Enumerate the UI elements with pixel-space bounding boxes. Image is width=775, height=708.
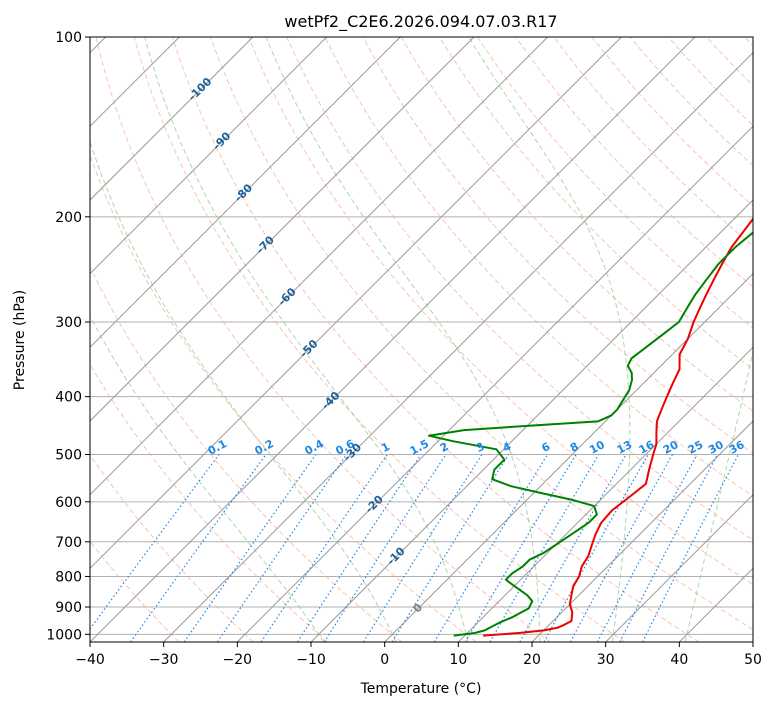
isotherm-line (90, 37, 549, 496)
mixing-ratio-line (90, 454, 220, 630)
mixing-ratio-label: 36 (727, 438, 747, 457)
dry-adiabat-line (438, 37, 753, 370)
mixing-ratio-line (216, 454, 348, 642)
temperature-profile-line (483, 217, 753, 637)
mixing-ratio-line (464, 454, 577, 642)
mixing-ratio-line (569, 454, 673, 642)
dry-adiabat-line (286, 37, 753, 541)
mixing-ratio-line (183, 454, 317, 642)
x-axis-title: Temperature (°C) (360, 681, 482, 697)
mixing-ratio-line (130, 454, 267, 642)
isotherm-line (310, 199, 753, 642)
mixing-ratio-line (519, 454, 627, 642)
moist-adiabat-line (684, 348, 753, 642)
moist-adiabat-line (90, 140, 397, 642)
x-tick-label: 10 (449, 652, 467, 668)
y-tick-label: 200 (55, 210, 82, 226)
dry-adiabat-line (90, 540, 180, 642)
dry-adiabat-line (133, 37, 625, 642)
y-tick-label: 600 (55, 495, 82, 511)
mixing-ratio-label: 13 (615, 438, 635, 457)
mixing-ratio-line (596, 454, 698, 642)
x-tick-label: −20 (223, 652, 253, 668)
mixing-ratio-line (433, 454, 549, 642)
y-tick-label: 100 (55, 30, 82, 46)
dry-adiabat-line (90, 453, 254, 642)
isotherm-line (90, 37, 401, 349)
dry-adiabat-line (400, 37, 753, 412)
x-tick-label: 30 (597, 652, 615, 668)
y-tick-label: 500 (55, 448, 82, 464)
isotherm-line (457, 346, 753, 642)
y-tick-label: 700 (55, 535, 82, 551)
x-tick-label: 0 (380, 652, 389, 668)
dry-adiabat-line (90, 154, 477, 642)
moist-adiabat-line (265, 37, 541, 642)
chart-title: wetPf2_C2E6.2026.094.07.03.R17 (284, 12, 557, 32)
dry-adiabat-line (90, 363, 328, 642)
isotherm-line (605, 493, 753, 642)
plot-frame (89, 36, 754, 643)
dry-adiabat-line (90, 265, 403, 642)
x-tick-label: −30 (149, 652, 179, 668)
dry-adiabat-line (515, 37, 753, 288)
x-tick-label: 40 (670, 652, 688, 668)
dry-adiabat-line (171, 37, 700, 642)
mixing-ratio-label: 20 (661, 438, 681, 457)
y-tick-label: 400 (55, 390, 82, 406)
mixing-ratio-label: 10 (587, 438, 607, 457)
moist-adiabat-line (468, 37, 631, 642)
dry-adiabat-line (210, 37, 753, 631)
isotherm-line (90, 37, 254, 201)
moist-adiabat-line (144, 37, 469, 642)
isotherm-line (90, 37, 475, 422)
mixing-ratio-line (489, 454, 600, 642)
y-tick-label: 900 (55, 600, 82, 616)
mixing-ratio-line (296, 454, 422, 642)
isotherm-line (531, 420, 753, 642)
dry-adiabat-line (248, 37, 753, 586)
dewpoint-profile-line (427, 231, 753, 637)
mixing-ratio-label: 25 (686, 438, 706, 457)
isotherm-line (90, 37, 622, 570)
x-tick-label: 20 (523, 652, 541, 668)
y-axis: 100 200 300 400 500 600 700 800 900 1000 (46, 30, 90, 643)
y-tick-label: 800 (55, 569, 82, 585)
isotherm-line (90, 37, 696, 642)
isotherm-line (163, 51, 753, 642)
dry-adiabat-line (362, 37, 753, 455)
mixing-ratio-line (260, 454, 388, 642)
y-tick-label: 1000 (46, 627, 82, 643)
plot-area (90, 37, 753, 642)
mixing-ratio-label: 16 (637, 438, 657, 457)
y-tick-label: 300 (55, 315, 82, 331)
x-tick-label: −40 (75, 652, 105, 668)
dry-adiabat-line (324, 37, 753, 498)
moist-adiabat-line (90, 314, 325, 642)
dry-adiabat-line (95, 37, 551, 642)
mixing-ratio-line (323, 454, 447, 642)
mixing-ratio-label: 30 (706, 438, 726, 457)
isotherm-line (236, 125, 753, 642)
x-tick-label: −10 (296, 652, 326, 668)
x-tick-label: 50 (744, 652, 762, 668)
x-axis: −40 −30 −20 −10 0 10 20 30 40 50 (75, 642, 762, 668)
y-axis-title: Pressure (hPa) (12, 290, 28, 390)
isotherm-line (90, 37, 328, 275)
